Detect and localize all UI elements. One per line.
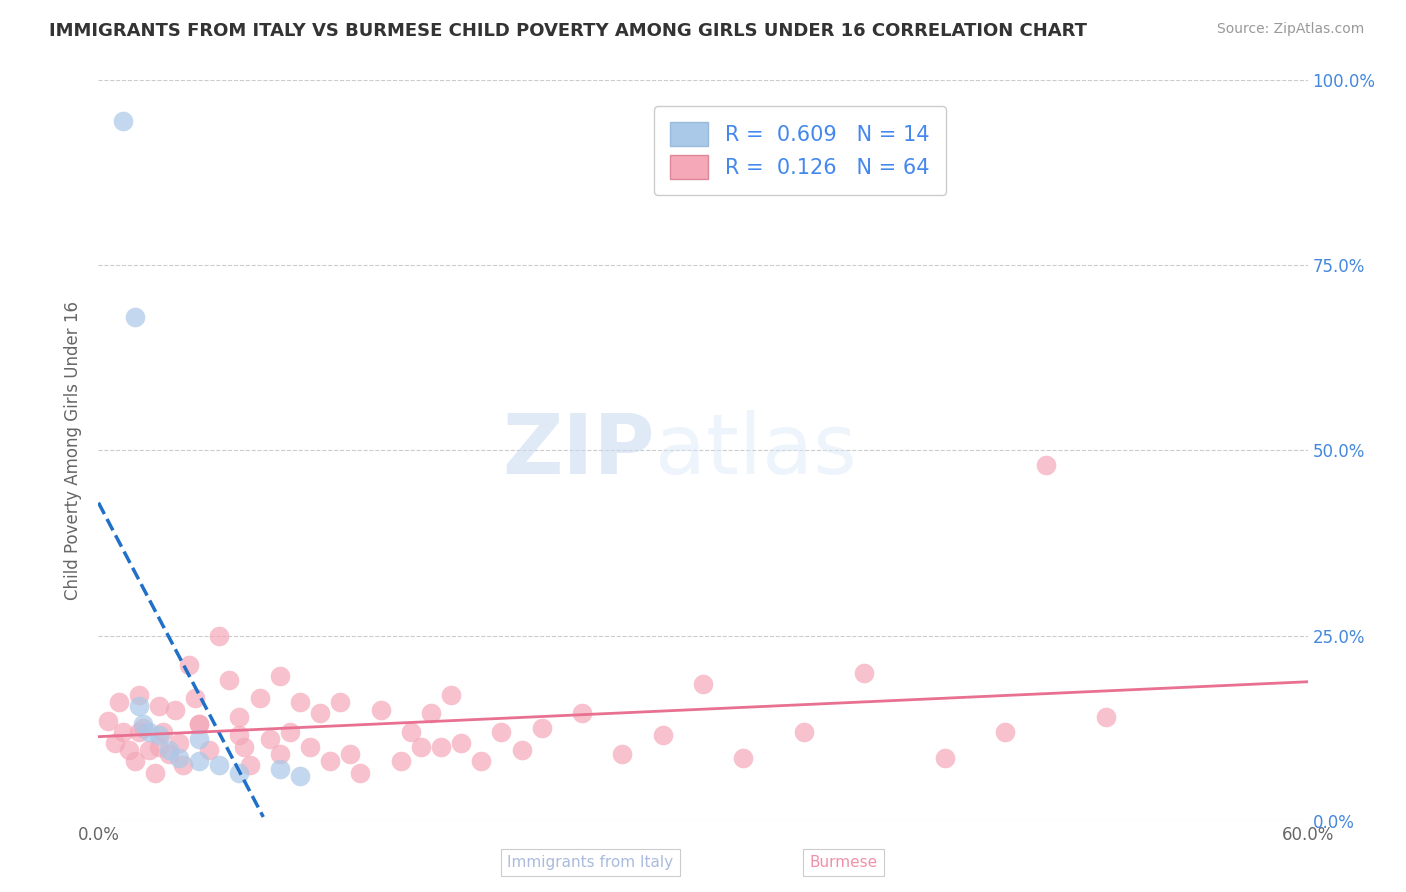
Point [157,743,180,757]
Point [188,755,211,769]
Point [163,703,186,717]
Point [793,724,815,739]
Point [111,724,134,739]
Text: Immigrants from Italy: Immigrants from Italy [508,855,673,870]
Point [143,765,166,780]
Point [124,310,146,325]
Point [228,710,250,724]
Point [188,732,211,747]
Point [440,688,463,702]
Y-axis label: Child Poverty Among Girls Under 16: Child Poverty Among Girls Under 16 [65,301,83,600]
Point [934,750,956,764]
Point [97,714,120,728]
Point [179,658,201,673]
Point [491,724,513,739]
Point [278,724,301,739]
Point [198,743,221,757]
Point [103,736,125,750]
Point [111,114,134,128]
Point [309,706,332,721]
Point [329,695,352,709]
Point [470,755,492,769]
Point [128,724,150,739]
Point [450,736,472,750]
Point [228,765,250,780]
Point [188,717,211,731]
Point [138,743,160,757]
Point [148,698,170,713]
Point [259,732,281,747]
Text: Burmese: Burmese [810,855,877,870]
Point [239,758,262,772]
Point [184,691,207,706]
Point [232,739,254,754]
Point [167,750,190,764]
Point [571,706,593,721]
Point [692,676,714,690]
Point [249,691,271,706]
Point [420,706,443,721]
Point [269,762,291,776]
Point [430,739,453,754]
Text: Source: ZipAtlas.com: Source: ZipAtlas.com [1216,22,1364,37]
Point [157,747,180,761]
Point [172,758,194,772]
Point [167,736,190,750]
Point [132,717,155,731]
Point [132,721,155,735]
Point [1035,458,1057,473]
Point [218,673,240,687]
Legend: R =  0.609   N = 14, R =  0.126   N = 64: R = 0.609 N = 14, R = 0.126 N = 64 [654,105,946,195]
Point [288,695,311,709]
Point [510,743,533,757]
Point [651,729,673,743]
Point [1095,710,1118,724]
Point [269,747,291,761]
Point [208,628,231,642]
Point [152,724,174,739]
Point [288,769,311,783]
Point [228,729,250,743]
Point [299,739,322,754]
Point [124,755,146,769]
Point [107,695,129,709]
Point [349,765,371,780]
Point [530,721,553,735]
Point [370,703,392,717]
Point [208,758,231,772]
Point [319,755,342,769]
Point [853,665,876,680]
Point [339,747,361,761]
Point [128,698,150,713]
Point [188,717,211,731]
Point [118,743,141,757]
Point [409,739,432,754]
Text: ZIP: ZIP [502,410,655,491]
Point [269,669,291,683]
Point [128,688,150,702]
Point [148,739,170,754]
Point [148,729,170,743]
Point [994,724,1017,739]
Text: IMMIGRANTS FROM ITALY VS BURMESE CHILD POVERTY AMONG GIRLS UNDER 16 CORRELATION : IMMIGRANTS FROM ITALY VS BURMESE CHILD P… [49,22,1087,40]
Text: atlas: atlas [655,410,856,491]
Point [138,724,160,739]
Point [612,747,634,761]
Point [733,750,755,764]
Point [399,724,422,739]
Point [389,755,412,769]
